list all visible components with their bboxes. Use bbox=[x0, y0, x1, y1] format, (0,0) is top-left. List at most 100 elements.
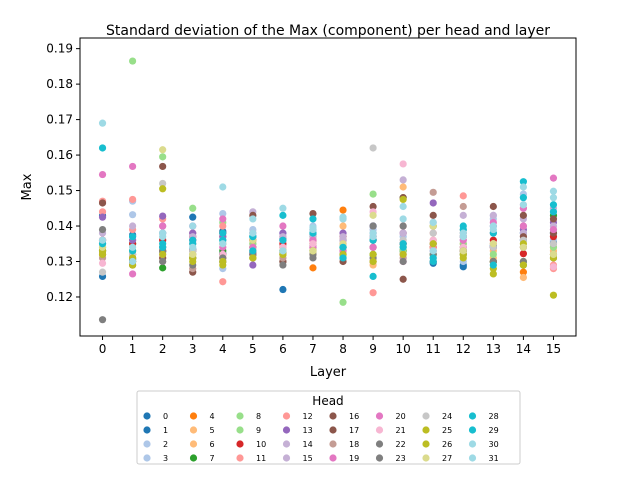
data-point-head-30-layer-14 bbox=[519, 183, 527, 191]
data-point-head-29-layer-10 bbox=[399, 240, 407, 248]
data-point-head-29-layer-15 bbox=[549, 201, 558, 209]
data-point-head-11-layer-4 bbox=[219, 278, 227, 286]
data-point-head-8-layer-2 bbox=[159, 153, 167, 161]
data-point-head-29-layer-11 bbox=[429, 254, 437, 262]
x-tick-label: 11 bbox=[426, 342, 441, 356]
data-point-head-30-layer-11 bbox=[429, 218, 437, 227]
data-point-head-19-layer-6 bbox=[279, 222, 287, 230]
legend-label-head-18: 18 bbox=[349, 440, 359, 449]
data-point-head-19-layer-1 bbox=[129, 162, 137, 171]
data-point-head-31-layer-6 bbox=[279, 247, 287, 255]
data-point-head-12-layer-4 bbox=[219, 222, 227, 230]
x-tick-label: 15 bbox=[546, 342, 561, 356]
legend-marker-head-17 bbox=[329, 426, 337, 434]
data-point-head-16-layer-14 bbox=[519, 211, 527, 219]
legend-label-head-31: 31 bbox=[489, 454, 499, 463]
data-point-head-19-layer-0 bbox=[98, 170, 107, 179]
legend-label-head-17: 17 bbox=[349, 426, 359, 435]
data-point-head-11-layer-9 bbox=[369, 289, 377, 297]
legend-marker-head-18 bbox=[329, 440, 337, 448]
data-point-head-23-layer-2 bbox=[159, 257, 167, 266]
data-point-head-27-layer-3 bbox=[189, 250, 197, 259]
x-tick-label: 2 bbox=[159, 342, 167, 356]
data-point-head-30-layer-0 bbox=[98, 119, 107, 127]
data-point-head-27-layer-2 bbox=[159, 146, 167, 154]
data-point-head-24-layer-0 bbox=[98, 268, 107, 276]
legend-label-head-24: 24 bbox=[442, 412, 452, 421]
data-point-head-31-layer-15 bbox=[549, 194, 558, 202]
data-point-head-21-layer-7 bbox=[309, 240, 317, 248]
legend-marker-head-1 bbox=[143, 426, 151, 434]
x-tick-label: 5 bbox=[249, 342, 257, 356]
data-point-head-31-layer-1 bbox=[129, 243, 137, 251]
x-tick-label: 8 bbox=[339, 342, 347, 356]
data-point-head-2-layer-4 bbox=[219, 210, 227, 218]
data-point-head-21-layer-10 bbox=[399, 160, 407, 168]
data-point-head-17-layer-15 bbox=[549, 215, 558, 223]
data-point-head-15-layer-10 bbox=[399, 176, 407, 184]
data-point-head-23-layer-10 bbox=[399, 257, 407, 266]
data-point-head-29-layer-2 bbox=[159, 243, 167, 251]
data-point-head-4-layer-14 bbox=[519, 268, 527, 276]
legend-label-head-11: 11 bbox=[256, 454, 266, 463]
data-point-head-23-layer-6 bbox=[279, 261, 287, 269]
data-point-head-25-layer-10 bbox=[399, 195, 407, 204]
data-point-head-19-layer-2 bbox=[159, 222, 167, 230]
x-axis-label: Layer bbox=[310, 365, 347, 380]
data-point-head-12-layer-1 bbox=[129, 195, 137, 204]
data-point-head-19-layer-4 bbox=[219, 215, 227, 223]
data-point-head-14-layer-10 bbox=[399, 229, 407, 237]
data-point-head-31-layer-9 bbox=[369, 233, 377, 241]
legend-marker-head-22 bbox=[375, 440, 384, 448]
data-point-head-8-layer-8 bbox=[339, 298, 347, 306]
data-point-head-16-layer-10 bbox=[399, 275, 407, 283]
data-point-head-13-layer-2 bbox=[159, 212, 167, 220]
legend-marker-head-29 bbox=[468, 426, 477, 434]
legend-label-head-9: 9 bbox=[256, 426, 261, 435]
data-point-head-30-layer-3 bbox=[189, 222, 197, 230]
x-tick-label: 6 bbox=[279, 342, 287, 356]
legend-marker-head-4 bbox=[189, 412, 198, 420]
data-point-head-28-layer-6 bbox=[279, 211, 287, 219]
legend-marker-head-28 bbox=[468, 412, 477, 420]
data-point-head-28-layer-13 bbox=[489, 261, 497, 269]
data-point-head-25-layer-15 bbox=[549, 291, 558, 299]
data-point-head-31-layer-4 bbox=[219, 240, 227, 248]
legend-label-head-12: 12 bbox=[303, 412, 313, 421]
data-point-head-26-layer-2 bbox=[159, 250, 167, 259]
data-point-head-28-layer-9 bbox=[369, 272, 377, 280]
legend-marker-head-15 bbox=[282, 454, 291, 462]
legend-label-head-2: 2 bbox=[163, 440, 168, 449]
data-point-head-16-layer-11 bbox=[429, 211, 437, 219]
data-point-head-31-layer-8 bbox=[339, 215, 347, 223]
legend-marker-head-12 bbox=[282, 412, 291, 420]
plot-area-frame bbox=[79, 37, 577, 337]
x-tick-label: 7 bbox=[309, 342, 317, 356]
data-point-head-23-layer-7 bbox=[309, 254, 317, 262]
data-point-head-13-layer-11 bbox=[429, 199, 437, 207]
data-point-head-8-layer-9 bbox=[369, 190, 377, 198]
legend-marker-head-14 bbox=[282, 440, 291, 448]
data-point-head-20-layer-14 bbox=[519, 222, 527, 230]
legend-label-head-10: 10 bbox=[256, 440, 266, 449]
data-point-head-26-layer-5 bbox=[249, 254, 257, 262]
data-point-head-16-layer-13 bbox=[489, 202, 497, 211]
data-point-head-29-layer-6 bbox=[279, 236, 287, 244]
data-point-head-24-layer-9 bbox=[369, 144, 377, 152]
data-point-head-24-layer-2 bbox=[159, 179, 167, 188]
legend-label-head-16: 16 bbox=[349, 412, 359, 421]
data-point-head-28-layer-1 bbox=[129, 233, 137, 241]
legend-marker-head-23 bbox=[375, 454, 384, 462]
legend-marker-head-5 bbox=[189, 426, 198, 434]
legend-label-head-21: 21 bbox=[396, 426, 406, 435]
data-point-head-31-layer-2 bbox=[159, 233, 167, 241]
legend-label-head-0: 0 bbox=[163, 412, 168, 421]
data-point-head-10-layer-14 bbox=[519, 250, 527, 258]
data-point-head-2-layer-1 bbox=[129, 211, 137, 219]
legend-marker-head-26 bbox=[422, 440, 430, 448]
data-point-head-28-layer-0 bbox=[98, 144, 107, 152]
data-point-head-11-layer-12 bbox=[459, 192, 467, 200]
data-point-head-30-layer-6 bbox=[279, 204, 287, 212]
data-point-head-18-layer-11 bbox=[429, 188, 437, 196]
